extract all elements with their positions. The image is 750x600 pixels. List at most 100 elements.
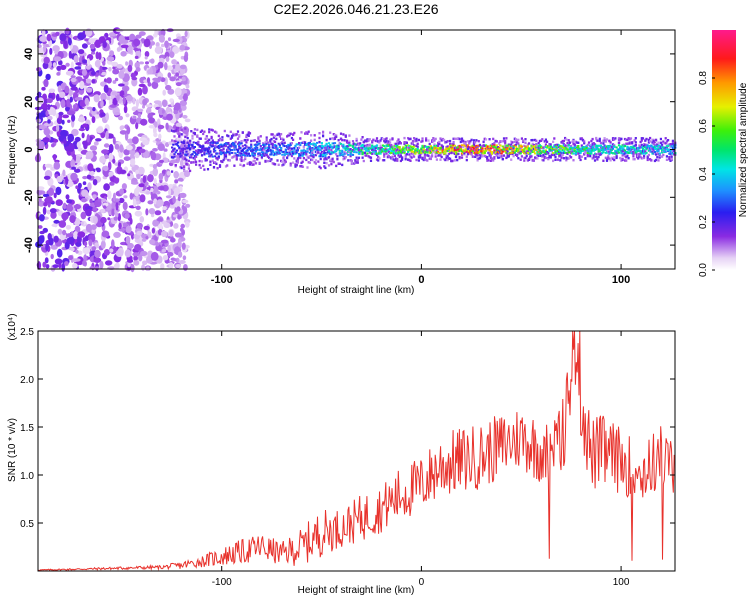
spec-band-core xyxy=(185,150,188,153)
spec-band-core xyxy=(653,147,656,150)
spec-band-halo xyxy=(180,166,183,170)
spec-noise-cell xyxy=(39,214,45,222)
spec-band-halo xyxy=(221,138,224,142)
spec-band-halo xyxy=(275,137,278,141)
spec-noise-cell xyxy=(99,260,104,269)
spec-band-halo xyxy=(432,140,435,143)
spec-band-core xyxy=(668,152,671,155)
spec-band-halo xyxy=(496,152,500,155)
spec-band-halo xyxy=(397,138,400,141)
spec-noise-cell xyxy=(119,130,127,135)
spec-band-halo xyxy=(195,163,198,166)
spec-band-core xyxy=(174,143,177,146)
spec-band-halo xyxy=(174,164,177,167)
spec-band-halo xyxy=(320,150,323,154)
spec-band-halo xyxy=(287,145,290,148)
spec-band-halo xyxy=(250,143,253,146)
spec-band-core xyxy=(576,150,579,153)
spec-band-halo xyxy=(425,137,428,140)
spec-band-core xyxy=(292,150,295,153)
spec-band-halo xyxy=(216,167,219,170)
spec-noise-cell xyxy=(88,38,96,44)
spec-band-core xyxy=(298,152,301,155)
spec-band-halo xyxy=(377,155,380,159)
spec-noise-cell xyxy=(58,111,64,116)
spec-band-halo xyxy=(384,141,387,144)
spec-band-core xyxy=(440,147,443,149)
spec-band-halo xyxy=(378,141,381,144)
spec-band-core xyxy=(178,147,181,150)
spec-noise-cell xyxy=(36,118,42,123)
spectrogram-y-label: Frequency (Hz) xyxy=(7,116,18,185)
spec-band-core xyxy=(568,151,571,154)
spec-band-core xyxy=(583,148,586,151)
spec-band-halo xyxy=(404,158,407,161)
spec-band-core xyxy=(230,149,234,151)
spec-noise-cell xyxy=(125,225,132,234)
spec-band-core xyxy=(549,145,552,148)
spec-band-halo xyxy=(403,142,406,146)
spec-band-core xyxy=(438,152,441,155)
spec-noise-cell xyxy=(138,148,146,153)
spec-band-core xyxy=(272,151,275,154)
spec-band-halo xyxy=(392,145,395,148)
spec-noise-cell xyxy=(169,51,175,58)
spec-band-core xyxy=(543,150,546,153)
spec-band-halo xyxy=(323,165,326,168)
spec-noise-cell xyxy=(56,72,61,76)
spec-band-core xyxy=(347,147,350,150)
spec-band-halo xyxy=(422,151,425,154)
spec-band-halo xyxy=(232,132,235,136)
spec-band-halo xyxy=(560,156,563,159)
spec-band-core xyxy=(653,151,656,153)
spec-band-halo xyxy=(613,138,616,141)
spec-band-core xyxy=(658,144,661,147)
spec-band-halo xyxy=(655,138,658,142)
spec-band-halo xyxy=(195,160,198,163)
spec-band-halo xyxy=(504,143,507,147)
spec-band-halo xyxy=(532,159,535,162)
spec-band-core xyxy=(452,150,455,153)
spec-band-core xyxy=(189,156,192,159)
spec-band-halo xyxy=(239,163,242,166)
spec-band-core xyxy=(638,149,641,152)
spec-band-halo xyxy=(671,142,674,145)
spec-band-halo xyxy=(591,144,594,147)
spec-band-core xyxy=(190,153,193,156)
spec-band-halo xyxy=(608,151,611,154)
spec-band-halo xyxy=(599,152,603,155)
spec-band-halo xyxy=(171,139,174,142)
spec-band-core xyxy=(604,145,607,148)
spec-band-core xyxy=(202,146,205,149)
spec-band-halo xyxy=(604,146,607,150)
spec-band-core xyxy=(242,147,246,150)
spec-band-halo xyxy=(408,158,411,162)
spec-band-core xyxy=(320,144,323,147)
spec-band-halo xyxy=(426,148,429,151)
spectrogram-cells xyxy=(34,27,677,273)
spec-noise-cell xyxy=(143,225,150,231)
spec-band-core xyxy=(556,152,559,155)
spec-band-core xyxy=(554,151,557,154)
spec-noise-cell xyxy=(112,192,116,202)
spec-band-halo xyxy=(433,143,436,146)
spec-band-core xyxy=(437,147,440,150)
spec-band-halo xyxy=(386,142,389,145)
spec-band-halo xyxy=(504,145,507,148)
spec-band-halo xyxy=(576,145,579,148)
spec-noise-cell xyxy=(127,259,134,263)
spec-band-halo xyxy=(586,143,589,147)
spec-band-halo xyxy=(549,156,552,159)
spec-band-core xyxy=(389,152,392,155)
spec-band-halo xyxy=(531,142,534,146)
spec-noise-cell xyxy=(39,35,48,43)
spec-band-halo xyxy=(417,154,420,157)
spec-band-halo xyxy=(215,157,218,160)
spec-band-core xyxy=(481,150,484,153)
spec-band-halo xyxy=(322,151,325,155)
spec-noise-cell xyxy=(60,83,66,89)
spec-band-halo xyxy=(359,142,362,145)
spec-band-core xyxy=(550,149,553,152)
spec-band-halo xyxy=(637,157,640,160)
spec-noise-cell xyxy=(164,40,169,49)
